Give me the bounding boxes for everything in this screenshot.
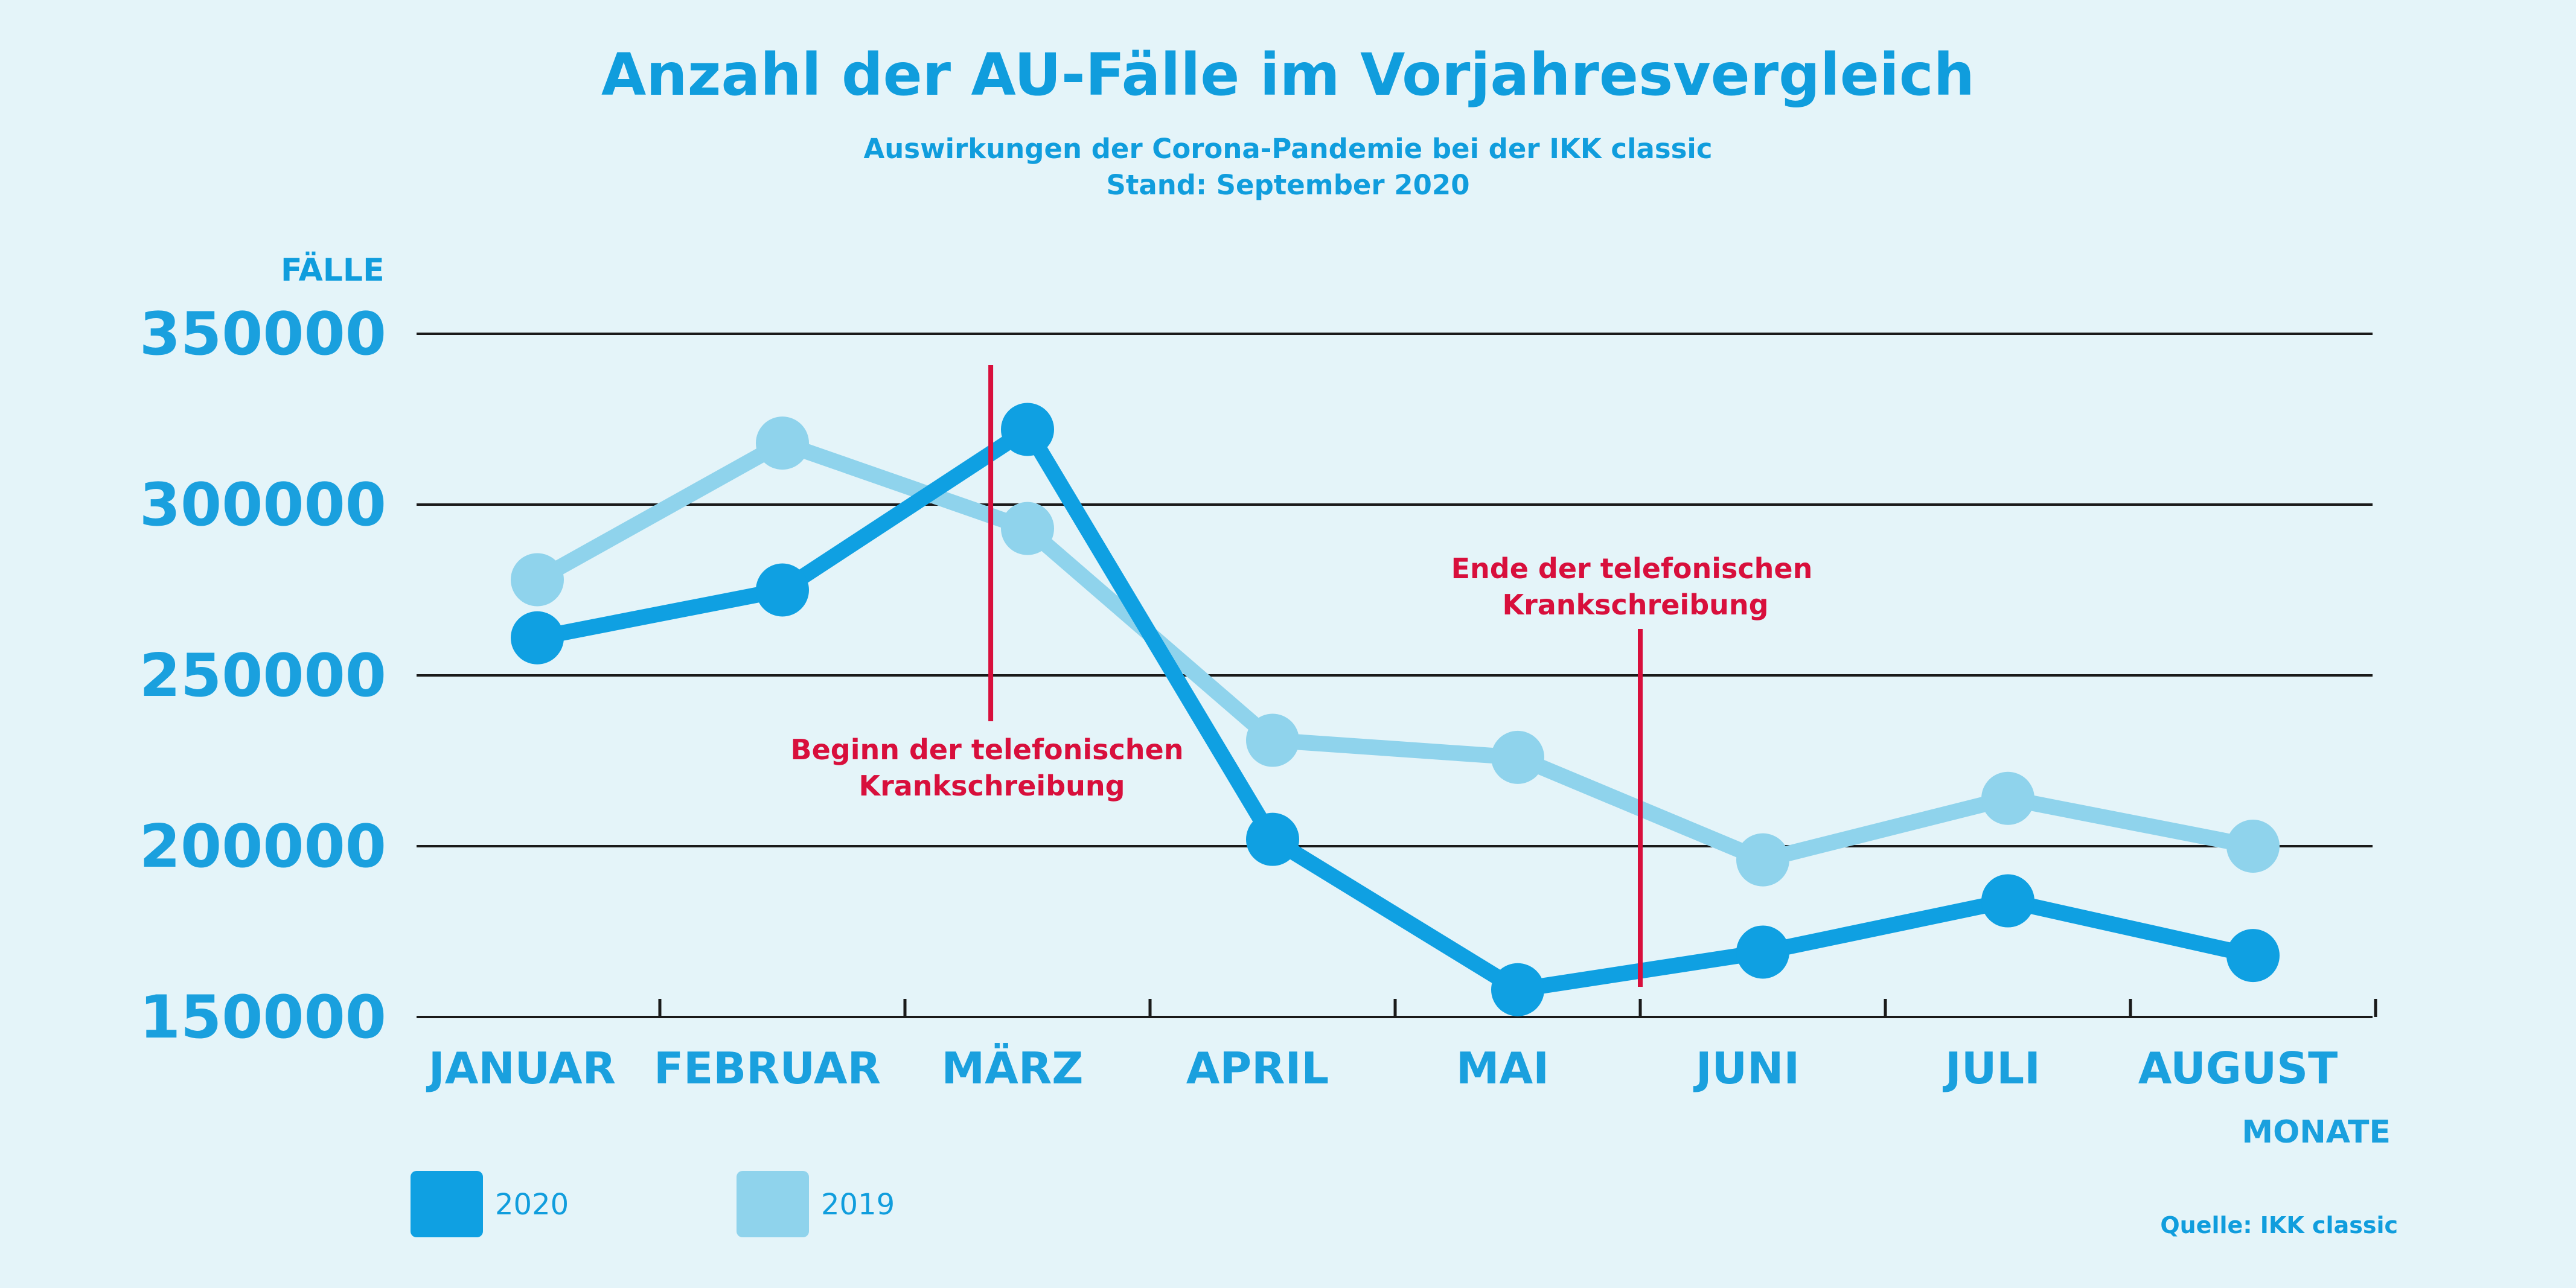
chart-title: Anzahl der AU-Fälle im Vorjahresvergleic… [601, 41, 1975, 109]
chart-subtitle: Auswirkungen der Corona-Pandemie bei der… [863, 133, 1713, 165]
legend-swatch-2020 [411, 1171, 483, 1237]
data-point-2019 [1981, 771, 2034, 825]
y-tick-label: 200000 [139, 812, 386, 881]
series-line-2019 [529, 435, 2261, 868]
y-tick-label: 300000 [139, 471, 386, 540]
x-tick-label: JULI [1942, 1043, 2041, 1094]
annotation-label-start: Krankschreibung [858, 770, 1125, 802]
annotation-label-end: Krankschreibung [1502, 588, 1768, 621]
y-tick-label: 350000 [139, 300, 386, 369]
legend-label-2020: 2020 [495, 1188, 569, 1222]
data-point-2019 [756, 416, 809, 470]
x-tick-label: MAI [1456, 1043, 1549, 1094]
x-tick-label: JUNI [1693, 1043, 1800, 1094]
series-line-2020 [529, 421, 2261, 998]
y-tick-label: 250000 [139, 642, 386, 710]
data-point-2019 [1736, 833, 1789, 887]
data-point-2020 [1981, 874, 2034, 928]
x-axis-label: MONATE [2242, 1114, 2391, 1150]
chart-date-note: Stand: September 2020 [1106, 169, 1470, 201]
legend-swatch-2019 [737, 1171, 809, 1237]
data-point-2020 [1001, 403, 1054, 456]
annotation-label-start: Beginn der telefonischen [791, 733, 1184, 766]
y-tick-label: 150000 [139, 983, 386, 1052]
x-tick-label: FEBRUAR [654, 1043, 881, 1094]
legend-label-2019: 2019 [821, 1188, 895, 1222]
data-point-2020 [1736, 925, 1789, 979]
data-point-2020 [511, 611, 564, 665]
data-point-2019 [1001, 502, 1054, 555]
source-note: Quelle: IKK classic [2160, 1212, 2398, 1239]
x-tick-label: MÄRZ [941, 1043, 1083, 1094]
x-tick-label: JANUAR [426, 1043, 616, 1094]
x-tick-label: APRIL [1186, 1043, 1329, 1094]
annotation-label-end: Ende der telefonischen [1451, 552, 1813, 585]
data-point-2019 [1246, 713, 1299, 767]
y-axis-label: FÄLLE [281, 252, 385, 289]
data-point-2019 [511, 553, 564, 607]
data-point-2019 [2226, 820, 2280, 873]
data-point-2020 [1246, 812, 1299, 866]
data-point-2020 [2226, 929, 2280, 983]
data-point-2020 [756, 563, 809, 617]
x-tick-label: AUGUST [2138, 1043, 2338, 1094]
data-point-2020 [1491, 963, 1544, 1016]
data-point-2019 [1491, 730, 1544, 784]
